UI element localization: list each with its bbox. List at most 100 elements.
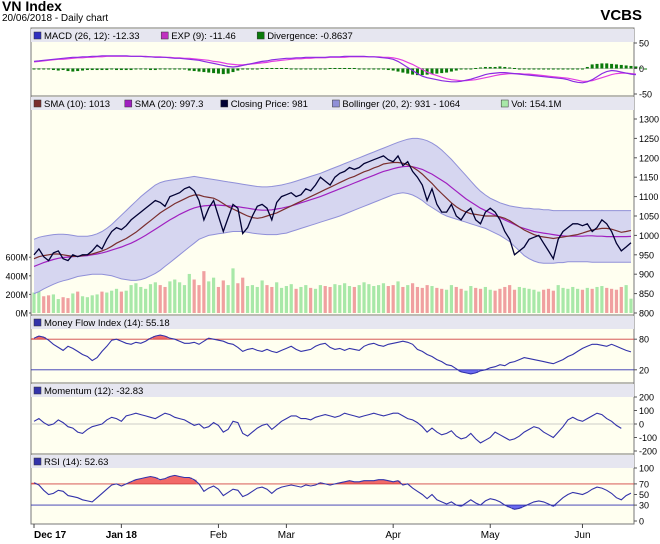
volume-bar [313,288,318,313]
bollinger-lower-line [33,192,631,295]
macd-histogram-bar [236,68,240,71]
volume-bar [600,286,604,313]
macd-histogram-bar [483,66,487,69]
legend-label: Closing Price: 981 [231,99,308,110]
x-tick-label: May [481,530,500,541]
volume-bar [580,289,585,313]
macd-histogram-bar [207,68,211,73]
macd-histogram-bar [532,68,536,70]
macd-histogram-bar [537,68,541,70]
volume-bar [478,288,483,313]
volume-bar [551,290,555,313]
volume-bar [449,285,454,313]
sma20-line [33,165,632,267]
macd-histogram-bar [270,67,274,69]
volume-bar [527,288,531,313]
volume-bar [556,285,560,313]
volume-bar [566,288,570,313]
macd-histogram-bar [411,68,415,75]
volume-bar [231,268,235,313]
volume-bar [241,277,245,313]
volume-bar [255,286,259,313]
volume-tick-label: 400M [5,271,28,281]
macd-histogram-bar [153,68,157,71]
chart-source: VCBS [600,7,642,24]
volume-bar [522,287,526,313]
volume-bar [372,286,376,313]
macd-histogram-bar [144,68,148,70]
volume-bar [245,286,250,313]
volume-bar [289,284,293,313]
volume-bar [294,288,298,313]
volume-bar [381,283,386,313]
macd-histogram-bar [241,68,245,70]
macd-histogram-bar [396,68,400,72]
volume-bar [488,289,492,313]
macd-histogram-bar [299,68,303,70]
macd-histogram-bar [284,67,288,69]
volume-bar [537,291,541,313]
volume-bar [352,286,356,313]
macd-histogram-bar [386,68,390,71]
legend-label: SMA (20): 997.3 [135,99,204,110]
volume-bar [279,287,284,313]
macd-histogram-bar [435,68,439,74]
macd-histogram-bar [381,68,385,70]
macd-histogram-bar [124,68,128,71]
volume-bar [585,287,589,313]
macd-histogram-bar [66,68,70,72]
volume-bar [493,290,497,313]
legend-swatch [256,31,265,40]
volume-bar [401,286,405,313]
bollinger-band [34,138,631,294]
macd-histogram-bar [576,68,580,70]
macd-histogram-bar [173,68,177,70]
macd-histogram-bar [556,68,560,70]
macd-histogram-bar [449,68,453,72]
volume-bar [260,280,264,313]
volume-bar [624,285,628,313]
macd-histogram-bar [192,68,196,72]
macd-histogram-bar [619,64,623,69]
macd-histogram-bar [42,68,46,70]
volume-bar [576,288,580,313]
volume-bar [377,285,381,313]
volume-bar [197,285,201,313]
legend-label: Bollinger (20, 2): 931 - 1064 [342,99,460,110]
momentum-line [33,412,622,444]
x-tick-label: Jan 18 [106,530,138,541]
legend-bar [31,316,634,329]
macd-histogram-bar [445,68,449,73]
volume-bar [503,286,507,313]
macd-histogram-bar [47,68,51,70]
macd-histogram-bar [430,68,434,75]
volume-bar [173,279,177,313]
y-tick-label: 1200 [639,153,659,163]
macd-histogram-bar [464,68,468,70]
macd-histogram-bar [566,68,570,70]
macd-histogram-bar [255,68,259,70]
y-tick-label: 0 [639,420,644,430]
macd-histogram-bar [571,68,575,70]
macd-histogram-bar [474,67,478,69]
volume-bar [309,287,313,313]
macd-histogram-bar [610,63,614,69]
legend-label: MACD (26, 12): -12.33 [44,31,140,42]
macd-histogram-bar [318,68,322,70]
y-tick-label: 0 [639,64,644,74]
volume-bar [42,296,46,313]
y-tick-label: 80 [639,335,649,345]
volume-bar [343,283,347,313]
y-tick-label: 30 [639,501,649,511]
macd-histogram-bar [644,68,648,70]
volume-bar [95,294,99,313]
volume-bar [440,288,444,313]
y-tick-label: 100 [639,406,654,416]
macd-histogram-bar [212,68,216,74]
macd-histogram-bar [314,68,318,70]
macd-histogram-bar [105,68,109,71]
chart-title: VN Index [2,0,62,14]
macd-histogram-bar [71,68,75,72]
legend-label: Momentum (12): -32.83 [44,386,143,397]
